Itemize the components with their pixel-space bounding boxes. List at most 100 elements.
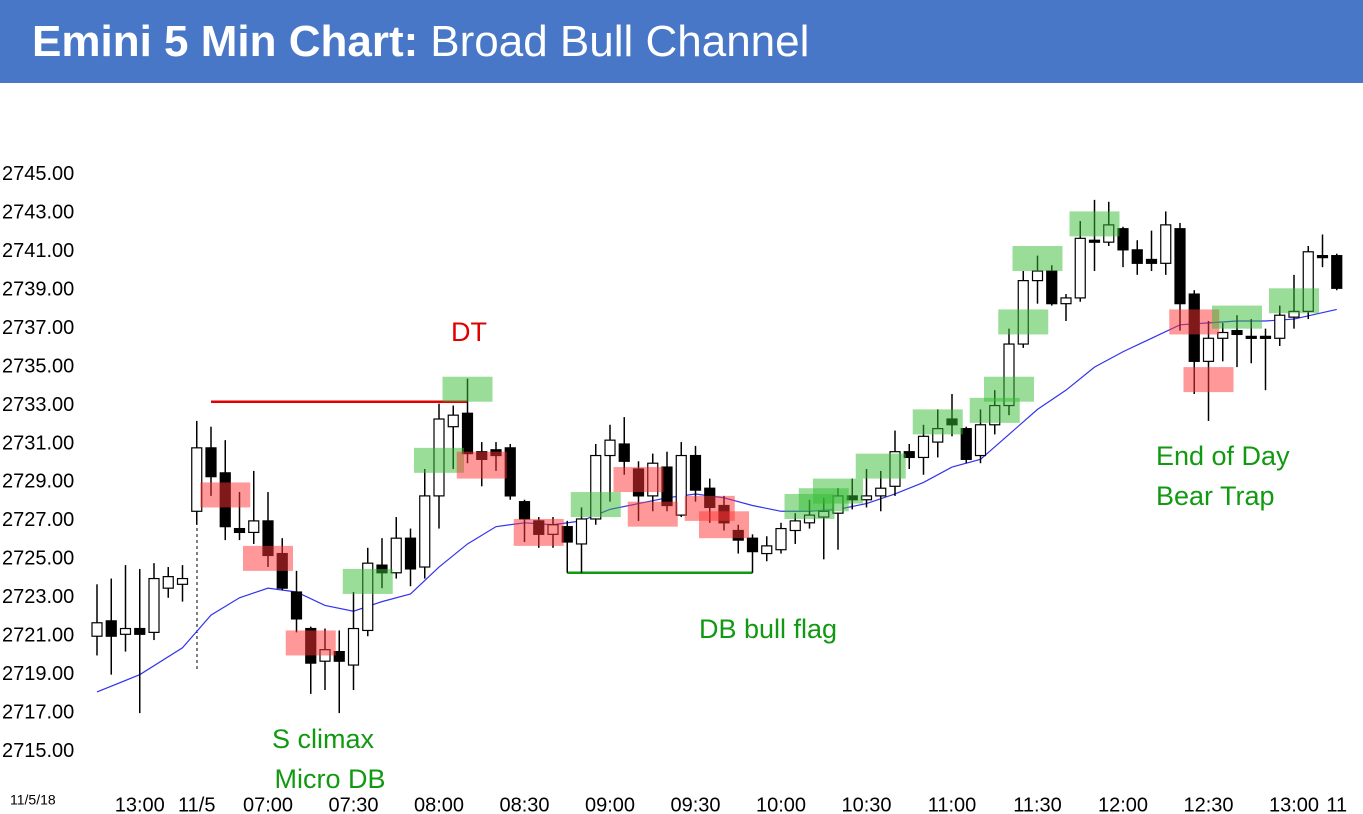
- candle-body: [134, 627, 146, 635]
- x-tick-label: 07:30: [328, 794, 378, 814]
- x-tick-label: 09:00: [585, 794, 635, 814]
- x-tick-label: 11:30: [1013, 794, 1062, 814]
- candle-body: [290, 591, 303, 620]
- highlight-box: [1169, 309, 1220, 335]
- candle-body: [1202, 337, 1215, 362]
- highlight-box: [1183, 367, 1234, 393]
- candle-body: [917, 435, 930, 459]
- candle-body: [590, 454, 602, 520]
- candle-body: [105, 620, 117, 637]
- candle-body: [974, 424, 987, 457]
- highlight-box: [1269, 288, 1319, 314]
- plot: 2745.00 2743.00 2741.00 2739.00 2737.00 2735.…: [2, 163, 1347, 814]
- candle-body: [1145, 258, 1158, 264]
- x-tick-label: 11/5: [178, 794, 215, 814]
- candle-body: [1117, 228, 1129, 251]
- highlight-box: [513, 518, 564, 546]
- candle-body: [1174, 228, 1186, 305]
- highlight-box: [200, 482, 251, 508]
- date-label: 11/5/18: [10, 792, 56, 808]
- highlight-box: [627, 501, 678, 527]
- y-tick-label: 2739.00: [2, 279, 74, 301]
- candle-body: [618, 443, 630, 462]
- candle-body: [1088, 239, 1101, 243]
- candle-body: [362, 562, 374, 632]
- highlight-box: [442, 376, 493, 402]
- x-tick-label: 09:30: [670, 794, 720, 814]
- candle-body: [162, 576, 174, 589]
- annotation: S climax: [272, 724, 375, 754]
- candle-body: [1259, 335, 1272, 339]
- candle-body: [91, 622, 103, 637]
- candle-body: [518, 501, 531, 520]
- candle-body: [404, 537, 417, 570]
- candle-body: [333, 650, 345, 662]
- candle-body: [746, 537, 759, 553]
- candle-body: [1217, 331, 1229, 339]
- candle-body: [1316, 255, 1329, 259]
- candle-body: [461, 412, 474, 455]
- y-tick-label: 2745.00: [2, 163, 74, 185]
- candle-body: [960, 428, 972, 460]
- y-tick-label: 2737.00: [2, 317, 74, 339]
- candle-body: [205, 447, 217, 478]
- candle-body: [875, 487, 887, 497]
- candle-body: [248, 520, 260, 534]
- candle-body: [761, 545, 773, 555]
- candle-body: [1331, 255, 1343, 289]
- candle-body: [604, 439, 616, 457]
- y-tick-label: 2715.00: [2, 740, 74, 762]
- highlight-box: [1212, 305, 1262, 329]
- y-tick-label: 2735.00: [2, 355, 74, 377]
- highlight-box: [699, 511, 749, 539]
- annotation: Bear Trap: [1156, 481, 1275, 511]
- x-tick-label: 07:00: [243, 794, 293, 814]
- y-tick-label: 2731.00: [2, 432, 74, 454]
- candle-body: [447, 414, 459, 428]
- highlight-box: [456, 451, 507, 479]
- candle-body: [575, 518, 588, 545]
- annotation: Micro DB: [274, 764, 385, 794]
- highlight-box: [912, 409, 963, 435]
- y-tick-label: 2729.00: [2, 471, 74, 493]
- highlight-box: [855, 453, 906, 479]
- candle-body: [191, 447, 203, 512]
- highlight-box: [1069, 211, 1120, 237]
- title-bold: Emini 5 Min Chart:: [32, 17, 418, 66]
- highlight-box: [414, 447, 464, 473]
- candle-body: [1031, 270, 1044, 282]
- y-tick-label: 2717.00: [2, 701, 74, 723]
- y-tick-label: 2721.00: [2, 625, 74, 647]
- y-tick-label: 2733.00: [2, 394, 74, 416]
- x-tick-label: 10:00: [756, 794, 806, 814]
- highlight-box: [285, 630, 336, 656]
- highlight-box: [342, 568, 393, 594]
- x-tick-label: 13:00: [115, 794, 165, 814]
- candle-body: [1074, 237, 1086, 299]
- candle-body: [1160, 224, 1172, 264]
- y-tick-label: 2743.00: [2, 202, 74, 224]
- candle-body: [119, 627, 132, 635]
- candle-body: [1131, 249, 1143, 264]
- candle-body: [789, 520, 801, 532]
- candle-body: [1245, 335, 1257, 339]
- highlight-box: [813, 478, 863, 504]
- x-tick-label: 08:00: [414, 794, 464, 814]
- highlight-box: [243, 545, 293, 571]
- x-tick-label: 08:30: [499, 794, 549, 814]
- y-tick-label: 2741.00: [2, 240, 74, 262]
- candle-body: [775, 527, 787, 551]
- x-tick-label: 11: [1326, 794, 1347, 814]
- x-tick-label: 10:30: [841, 794, 891, 814]
- highlight-box: [1012, 246, 1063, 271]
- candle-body: [1046, 270, 1058, 305]
- y-tick-label: 2719.00: [2, 663, 74, 685]
- candle-body: [233, 527, 246, 534]
- chart-title: Emini 5 Min Chart: Broad Bull Channel: [32, 17, 809, 66]
- highlight-box: [984, 376, 1034, 402]
- x-tick-label: 12:30: [1183, 794, 1233, 814]
- highlight-box: [613, 467, 664, 493]
- highlight-box: [998, 309, 1049, 335]
- highlight-box: [570, 492, 621, 518]
